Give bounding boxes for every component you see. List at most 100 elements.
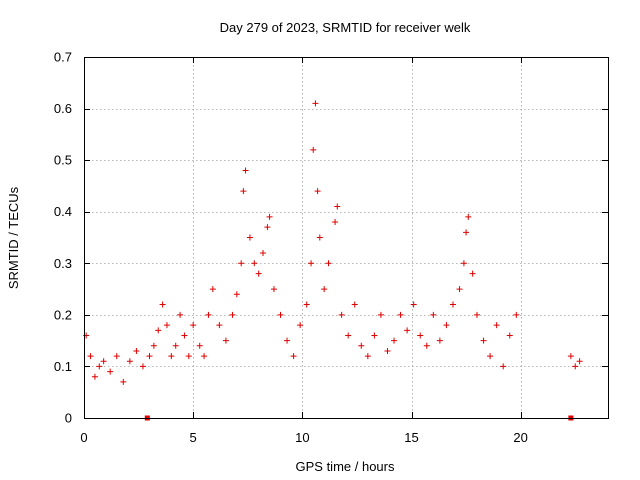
data-point [277, 311, 284, 318]
data-point [100, 358, 107, 365]
data-point [177, 311, 184, 318]
data-point [233, 291, 240, 298]
data-point [436, 337, 443, 344]
data-point [487, 353, 494, 360]
data-point [266, 213, 273, 220]
data-point [430, 311, 437, 318]
data-point [255, 270, 262, 277]
y-tick-label: 0.3 [54, 256, 72, 271]
data-point [190, 322, 197, 329]
chart-title: Day 279 of 2023, SRMTID for receiver wel… [220, 20, 471, 35]
data-point [310, 146, 317, 153]
data-point [338, 311, 345, 318]
data-point [364, 353, 371, 360]
x-tick-label: 10 [295, 430, 309, 445]
x-tick-label: 5 [190, 430, 197, 445]
data-point [107, 368, 114, 375]
data-point [316, 234, 323, 241]
data-point [371, 332, 378, 339]
x-tick-labels: 0 5 10 15 20 [80, 430, 528, 445]
data-point [163, 322, 170, 329]
data-point [506, 332, 513, 339]
data-point [260, 249, 267, 256]
data-point [185, 353, 192, 360]
data-point [460, 260, 467, 267]
data-point [377, 311, 384, 318]
data-point [133, 347, 140, 354]
data-point [120, 378, 127, 385]
data-point [321, 286, 328, 293]
data-point [242, 167, 249, 174]
data-point [456, 286, 463, 293]
data-point [417, 332, 424, 339]
data-point [126, 358, 133, 365]
data-point [270, 286, 277, 293]
data-point [384, 347, 391, 354]
data-point [284, 337, 291, 344]
data-point [139, 363, 146, 370]
data-point [463, 229, 470, 236]
data-point [229, 311, 236, 318]
data-point [150, 342, 157, 349]
data-point [351, 301, 358, 308]
y-tick-label: 0.1 [54, 359, 72, 374]
data-point [216, 322, 223, 329]
y-tick-label: 0 [65, 411, 72, 426]
data-point [334, 203, 341, 210]
data-point [251, 260, 258, 267]
y-axis-label: SRMTID / TECUs [6, 186, 21, 289]
y-tick-label: 0.7 [54, 50, 72, 65]
data-point [308, 260, 315, 267]
data-point [96, 363, 103, 370]
y-tick-label: 0.2 [54, 307, 72, 322]
data-point [312, 100, 319, 107]
data-point [423, 342, 430, 349]
data-point [480, 337, 487, 344]
data-point [325, 260, 332, 267]
data-point [493, 322, 500, 329]
axis-ticks [84, 57, 608, 419]
data-point [159, 301, 166, 308]
data-point [155, 327, 162, 334]
x-tick-label: 20 [513, 430, 527, 445]
data-point [576, 358, 583, 365]
data-point [113, 353, 120, 360]
y-tick-label: 0.4 [54, 204, 72, 219]
data-point [474, 311, 480, 318]
data-point [465, 213, 472, 220]
y-tick-label: 0.5 [54, 153, 72, 168]
y-tick-labels: 0 0.1 0.2 0.3 0.4 0.5 0.6 0.7 [54, 50, 72, 426]
data-point [314, 188, 321, 195]
data-point [572, 363, 579, 370]
data-point [181, 332, 188, 339]
data-point [238, 260, 245, 267]
data-point [205, 311, 212, 318]
x-axis-label: GPS time / hours [296, 459, 395, 474]
data-point [290, 353, 297, 360]
data-point [201, 353, 208, 360]
data-point [297, 322, 304, 329]
data-point [222, 337, 229, 344]
x-tick-label: 0 [80, 430, 87, 445]
data-point [146, 353, 153, 360]
data-point [168, 353, 175, 360]
data-point [240, 188, 247, 195]
data-point [410, 301, 417, 308]
data-point [449, 301, 456, 308]
plot-frame [84, 57, 609, 419]
data-point [196, 342, 203, 349]
data-point [397, 311, 404, 318]
data-point [404, 327, 411, 334]
data-point [443, 322, 450, 329]
data-point [358, 342, 365, 349]
data-point [172, 342, 179, 349]
data-point [91, 373, 98, 380]
data-point [209, 286, 216, 293]
data-point [567, 353, 574, 360]
data-point [332, 219, 339, 226]
data-points [83, 100, 583, 421]
data-point [246, 234, 253, 241]
x-tick-label: 15 [404, 430, 418, 445]
data-point [500, 363, 507, 370]
